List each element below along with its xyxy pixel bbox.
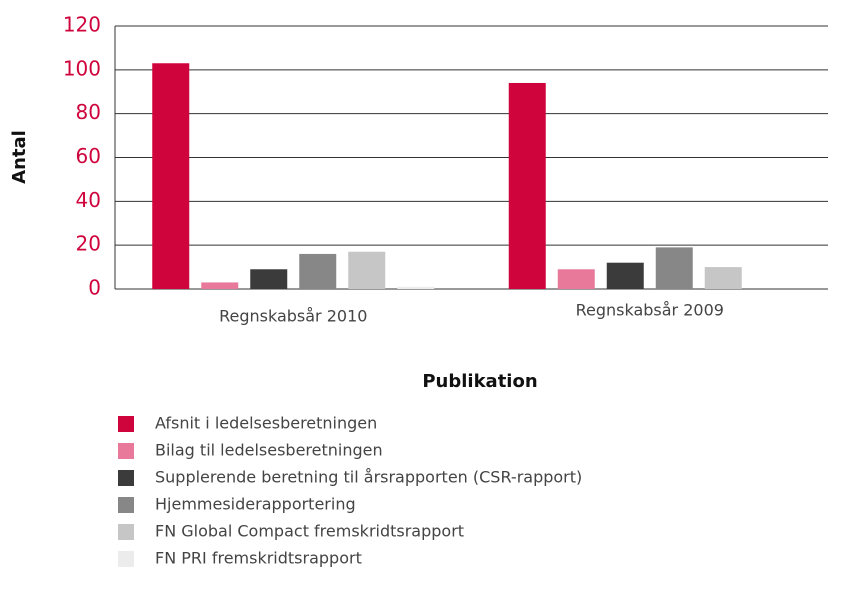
legend-label: Afsnit i ledelsesberetningen — [155, 414, 377, 433]
y-tick-label: 40 — [76, 188, 101, 212]
legend-swatch — [118, 497, 134, 513]
legend-swatch — [118, 443, 134, 459]
bar — [250, 269, 288, 289]
bar — [299, 253, 337, 289]
x-axis-title: Publikation — [422, 371, 537, 392]
x-tick-label: Regnskabsår 2009 — [576, 301, 724, 320]
bar — [201, 282, 239, 289]
x-tick-label: Regnskabsår 2010 — [219, 307, 367, 326]
bar — [655, 247, 693, 289]
legend-label: Hjemmesiderapportering — [155, 495, 356, 514]
bar — [348, 251, 386, 289]
y-tick-label: 60 — [76, 144, 101, 168]
bar — [397, 286, 435, 289]
legend-swatch — [118, 416, 134, 432]
legend-swatch — [118, 524, 134, 540]
y-tick-label: 120 — [63, 13, 101, 37]
bar — [704, 267, 742, 289]
legend-swatch — [118, 551, 134, 567]
bar — [557, 269, 595, 289]
legend-label: Bilag til ledelsesberetningen — [155, 441, 383, 460]
y-tick-label: 80 — [76, 100, 101, 124]
y-axis-title: Antal — [9, 130, 30, 184]
bar — [606, 262, 644, 289]
legend-label: FN PRI fremskridtsrapport — [155, 549, 362, 568]
legend-label: FN Global Compact fremskridtsrapport — [155, 522, 464, 541]
legend-swatch — [118, 470, 134, 486]
bar — [508, 82, 546, 289]
legend-label: Supplerende beretning til årsrapporten (… — [155, 468, 582, 487]
y-tick-label: 20 — [76, 232, 101, 256]
y-tick-label: 100 — [63, 56, 101, 80]
bar — [152, 63, 190, 290]
y-tick-label: 0 — [88, 276, 101, 300]
